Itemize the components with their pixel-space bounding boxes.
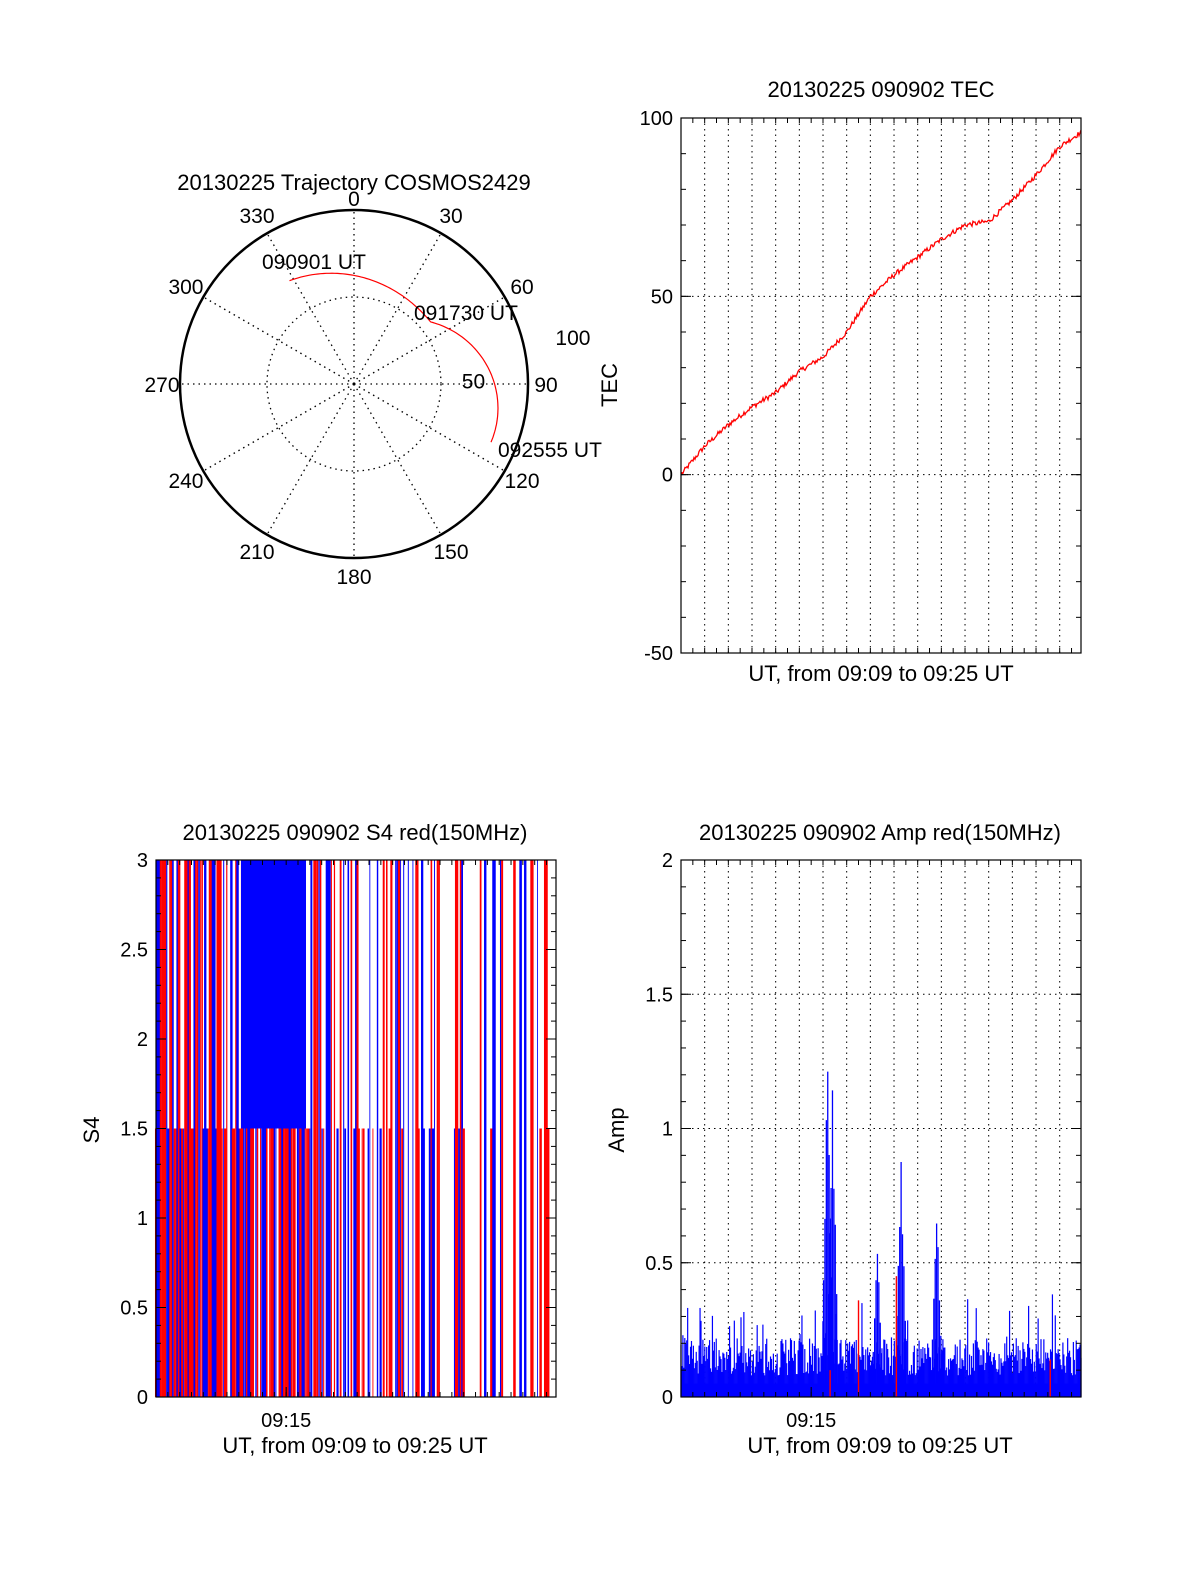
y-tick-label: 1.5 bbox=[120, 1119, 148, 1141]
tec-series-line bbox=[680, 129, 1082, 475]
y-tick-label: 3 bbox=[137, 850, 148, 872]
trajectory-time-label: 090901 UT bbox=[262, 251, 366, 274]
amp-xlabel: UT, from 09:09 to 09:25 UT bbox=[747, 1433, 1012, 1458]
y-tick-label: 50 bbox=[651, 286, 673, 308]
polar-outer-circle bbox=[178, 208, 530, 560]
tec-plot: 20130225 090902 TEC -50 0 50 100 UT, from 0… bbox=[597, 77, 1082, 686]
polar-spoke bbox=[353, 383, 442, 536]
polar-grid-circle-50 bbox=[266, 296, 442, 472]
polar-spoke bbox=[353, 296, 506, 385]
trajectory-line bbox=[289, 272, 499, 443]
s4-title: 20130225 090902 S4 red(150MHz) bbox=[183, 820, 528, 845]
polar-spoke bbox=[202, 296, 355, 385]
tec-ylabel: TEC bbox=[597, 363, 622, 407]
azimuth-label: 120 bbox=[504, 470, 539, 493]
polar-spoke bbox=[353, 383, 506, 472]
polar-spoke bbox=[266, 383, 355, 536]
azimuth-label: 300 bbox=[168, 276, 203, 299]
azimuth-label: 0 bbox=[348, 188, 360, 211]
amp-axes-frame bbox=[680, 859, 1082, 1398]
polar-spoke bbox=[202, 383, 355, 472]
s4-bars bbox=[154, 860, 550, 1397]
radial-label: 100 bbox=[555, 327, 590, 350]
polar-spoke bbox=[266, 232, 355, 385]
y-tick-label: 0.5 bbox=[120, 1298, 148, 1320]
polar-spoke bbox=[353, 232, 442, 385]
y-tick-label: 2 bbox=[137, 1029, 148, 1051]
y-tick-label: 1 bbox=[137, 1208, 148, 1230]
tec-axes-frame bbox=[680, 117, 1082, 654]
amp-bars bbox=[680, 1071, 1082, 1397]
y-tick-label: -50 bbox=[644, 643, 673, 665]
s4-blue-block bbox=[241, 860, 306, 1129]
s4-xlabel: UT, from 09:09 to 09:25 UT bbox=[222, 1433, 487, 1458]
polar-radial-labels: 50 100 bbox=[462, 327, 591, 393]
amp-title: 20130225 090902 Amp red(150MHz) bbox=[699, 820, 1061, 845]
polar-title: 20130225 Trajectory COSMOS2429 bbox=[177, 170, 530, 195]
y-tick-label: 1.5 bbox=[645, 984, 673, 1006]
tec-title: 20130225 090902 TEC bbox=[767, 77, 994, 102]
azimuth-label: 60 bbox=[510, 276, 533, 299]
azimuth-label: 270 bbox=[144, 374, 179, 397]
y-tick-label: 1 bbox=[662, 1119, 673, 1141]
s4-plot: 20130225 090902 S4 red(150MHz) 0 0.5 1 1.5 2… bbox=[79, 820, 557, 1458]
y-tick-label: 2.5 bbox=[120, 940, 148, 962]
azimuth-label: 30 bbox=[439, 205, 462, 228]
azimuth-label: 150 bbox=[433, 541, 468, 564]
y-tick-label: 0.5 bbox=[645, 1253, 673, 1275]
amp-grid bbox=[681, 860, 1081, 1397]
polar-grid bbox=[180, 210, 528, 558]
y-tick-label: 100 bbox=[640, 108, 673, 130]
s4-ticks: 0 0.5 1 1.5 2 2.5 3 09:15 bbox=[120, 850, 556, 1432]
x-tick-label: 09:15 bbox=[786, 1410, 836, 1432]
radial-label: 50 bbox=[462, 371, 485, 394]
polar-azimuth-labels: 0 30 60 90 120 150 180 210 240 270 300 330 bbox=[144, 188, 557, 589]
amp-ticks: 0 0.5 1 1.5 2 09:15 bbox=[645, 850, 1081, 1432]
tec-xlabel: UT, from 09:09 to 09:25 UT bbox=[748, 661, 1013, 686]
azimuth-label: 90 bbox=[534, 374, 557, 397]
amp-ylabel: Amp bbox=[604, 1107, 629, 1152]
azimuth-label: 240 bbox=[168, 470, 203, 493]
s4-ylabel: S4 bbox=[79, 1117, 104, 1144]
azimuth-label: 330 bbox=[239, 205, 274, 228]
y-tick-label: 0 bbox=[137, 1387, 148, 1409]
y-tick-label: 2 bbox=[662, 850, 673, 872]
amp-plot: 20130225 090902 Amp red(150MHz) 0 0.5 1 1.5… bbox=[604, 820, 1082, 1458]
tec-grid bbox=[681, 118, 1081, 653]
polar-trajectory-plot: 20130225 Trajectory COSMOS2429 0 30 60 90 12… bbox=[144, 170, 602, 589]
y-tick-label: 0 bbox=[662, 1387, 673, 1409]
trajectory-labels: 090901 UT 091730 UT 092555 UT bbox=[262, 251, 602, 462]
x-tick-label: 09:15 bbox=[261, 1410, 311, 1432]
trajectory-time-label: 092555 UT bbox=[498, 439, 602, 462]
azimuth-label: 180 bbox=[336, 566, 371, 589]
azimuth-label: 210 bbox=[239, 541, 274, 564]
trajectory-time-label: 091730 UT bbox=[414, 302, 518, 325]
tec-y-ticks: -50 0 50 100 bbox=[640, 108, 1081, 665]
y-tick-label: 0 bbox=[662, 465, 673, 487]
